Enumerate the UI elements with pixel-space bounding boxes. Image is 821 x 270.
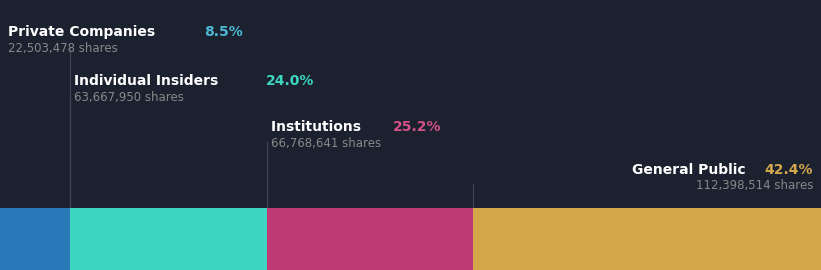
Text: 8.5%: 8.5% [204,25,243,39]
Text: 112,398,514 shares: 112,398,514 shares [695,179,813,192]
Text: 24.0%: 24.0% [266,74,314,88]
Bar [267,208,473,270]
Bar [0,208,70,270]
Text: 63,667,950 shares: 63,667,950 shares [74,91,184,104]
Text: Institutions: Institutions [271,120,365,134]
Text: 42.4%: 42.4% [764,163,813,177]
Text: 66,768,641 shares: 66,768,641 shares [271,137,381,150]
Bar [473,208,821,270]
Text: Individual Insiders: Individual Insiders [74,74,222,88]
Text: 22,503,478 shares: 22,503,478 shares [8,42,117,55]
Text: 25.2%: 25.2% [393,120,442,134]
Bar [70,208,267,270]
Text: General Public: General Public [632,163,750,177]
Text: Private Companies: Private Companies [8,25,160,39]
